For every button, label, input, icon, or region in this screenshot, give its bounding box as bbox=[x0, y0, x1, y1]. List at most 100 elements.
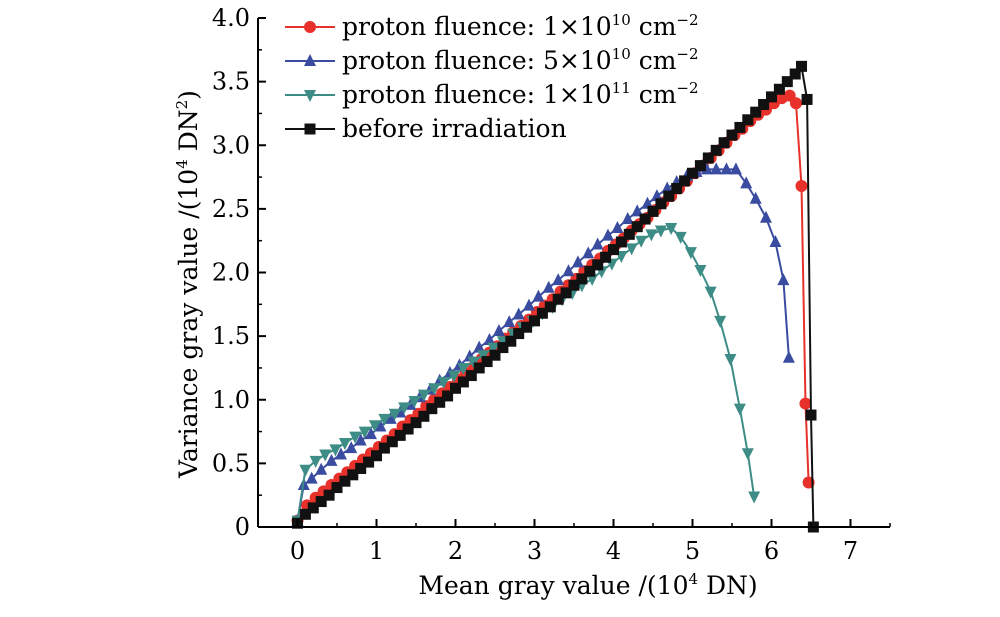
series-2-point bbox=[503, 315, 516, 328]
series-2-point bbox=[364, 427, 377, 440]
series-2-point bbox=[631, 204, 644, 217]
series-2-point bbox=[334, 447, 347, 460]
series-4-point bbox=[750, 106, 762, 118]
series-4-point bbox=[410, 417, 422, 429]
series-2-point bbox=[384, 411, 397, 424]
y-tick-label: 2.0 bbox=[212, 259, 250, 287]
series-3-point bbox=[319, 449, 332, 462]
legend-swatch-marker bbox=[304, 123, 316, 135]
series-3-point bbox=[694, 264, 707, 277]
series-2-point bbox=[782, 350, 795, 363]
series-3-point bbox=[704, 286, 717, 299]
series-4 bbox=[292, 60, 819, 533]
series-4-point bbox=[465, 370, 477, 382]
series-4-point bbox=[347, 469, 359, 481]
series-2-point bbox=[611, 220, 624, 233]
series-4-point bbox=[766, 91, 777, 103]
series-4-point bbox=[687, 167, 698, 179]
legend-swatch-marker bbox=[304, 90, 316, 102]
series-3 bbox=[291, 222, 761, 528]
series-4-point bbox=[758, 99, 770, 111]
series-4-point bbox=[576, 273, 588, 285]
series-2-point bbox=[354, 433, 367, 446]
series-3-point bbox=[299, 464, 312, 477]
series-4-point bbox=[796, 60, 808, 72]
series-4-point bbox=[457, 376, 469, 388]
series-4-point bbox=[702, 152, 714, 164]
series-4-point bbox=[505, 335, 517, 347]
series-3-point bbox=[329, 444, 342, 457]
series-4-point bbox=[568, 279, 580, 291]
series-3-point bbox=[625, 243, 638, 256]
series-3-point bbox=[586, 273, 599, 286]
series-4-point bbox=[450, 382, 461, 394]
series-2-point bbox=[720, 162, 733, 175]
series-3-point bbox=[388, 408, 401, 421]
legend-item-1: proton fluence: 1×1010 cm−2 bbox=[285, 11, 699, 41]
series-4-point bbox=[489, 349, 501, 361]
series-4-point bbox=[679, 175, 691, 187]
legend-label: before irradiation bbox=[342, 114, 567, 143]
series-4-point bbox=[363, 456, 375, 468]
legend-swatch-marker bbox=[304, 54, 316, 66]
series-4-point bbox=[355, 462, 367, 474]
series-4-point bbox=[801, 93, 813, 105]
series-3-point bbox=[665, 222, 678, 235]
series-4-point bbox=[434, 396, 446, 408]
series-2-point bbox=[729, 162, 742, 175]
series-3-point bbox=[654, 225, 667, 238]
series-4-point bbox=[734, 121, 746, 133]
series-2-point bbox=[473, 340, 486, 353]
x-tick-label: 6 bbox=[764, 537, 779, 565]
series-4-point bbox=[521, 321, 533, 333]
series-4-point bbox=[789, 68, 801, 80]
y-tick-label: 3.0 bbox=[212, 131, 250, 159]
series-4-point bbox=[418, 410, 430, 422]
series-4-point bbox=[536, 307, 548, 319]
series-4-point bbox=[608, 244, 619, 256]
series-2-point bbox=[345, 441, 358, 454]
series-4-point bbox=[513, 328, 525, 340]
series-4-point bbox=[529, 315, 540, 327]
series-2 bbox=[291, 162, 795, 526]
series-2-point bbox=[710, 162, 723, 175]
series-3-point bbox=[487, 342, 500, 355]
series-2-point bbox=[621, 212, 634, 225]
y-tick-label: 4.0 bbox=[212, 4, 250, 32]
series-1-point bbox=[795, 179, 808, 192]
series-3-point bbox=[309, 455, 322, 468]
series-2-point bbox=[325, 453, 338, 466]
series-4-point bbox=[710, 144, 722, 156]
series-4-point bbox=[323, 489, 335, 501]
x-tick-label: 1 bbox=[369, 537, 384, 565]
series-3-point bbox=[368, 420, 381, 433]
series-3-point bbox=[714, 315, 727, 328]
series-4-point bbox=[742, 114, 754, 126]
series-4-point bbox=[307, 502, 319, 514]
series-3-point bbox=[349, 431, 362, 444]
series-3-point bbox=[417, 389, 430, 402]
series-3-point bbox=[674, 231, 687, 244]
series-4-point bbox=[647, 205, 659, 217]
series-2-point bbox=[650, 189, 663, 202]
x-tick-label: 2 bbox=[448, 537, 463, 565]
series-2-point bbox=[591, 237, 604, 250]
legend-item-2: proton fluence: 5×1010 cm−2 bbox=[285, 45, 699, 75]
series-3-point bbox=[467, 356, 480, 369]
series-4-point bbox=[442, 390, 454, 402]
series-3-point bbox=[398, 402, 411, 415]
y-tick-label: 0.5 bbox=[212, 449, 250, 477]
axes: 0 1 2 3 4 5 6 7 0 0.5 1.0 1.5 2.0 2.5 3.0 3.5 4.0 bbox=[212, 4, 891, 565]
series-3-point bbox=[338, 438, 351, 451]
y-tick-label: 0 bbox=[235, 513, 250, 541]
series-4-point bbox=[339, 475, 351, 487]
series-4-point bbox=[639, 213, 651, 225]
series-2-point bbox=[582, 246, 595, 259]
series-4-point bbox=[371, 450, 382, 462]
x-axis-title: Mean gray value /(104 DN) bbox=[418, 570, 757, 600]
series-4-point bbox=[552, 293, 564, 305]
series-2-point bbox=[700, 162, 713, 175]
series-4-point bbox=[805, 409, 817, 421]
series-2-point bbox=[542, 280, 555, 293]
